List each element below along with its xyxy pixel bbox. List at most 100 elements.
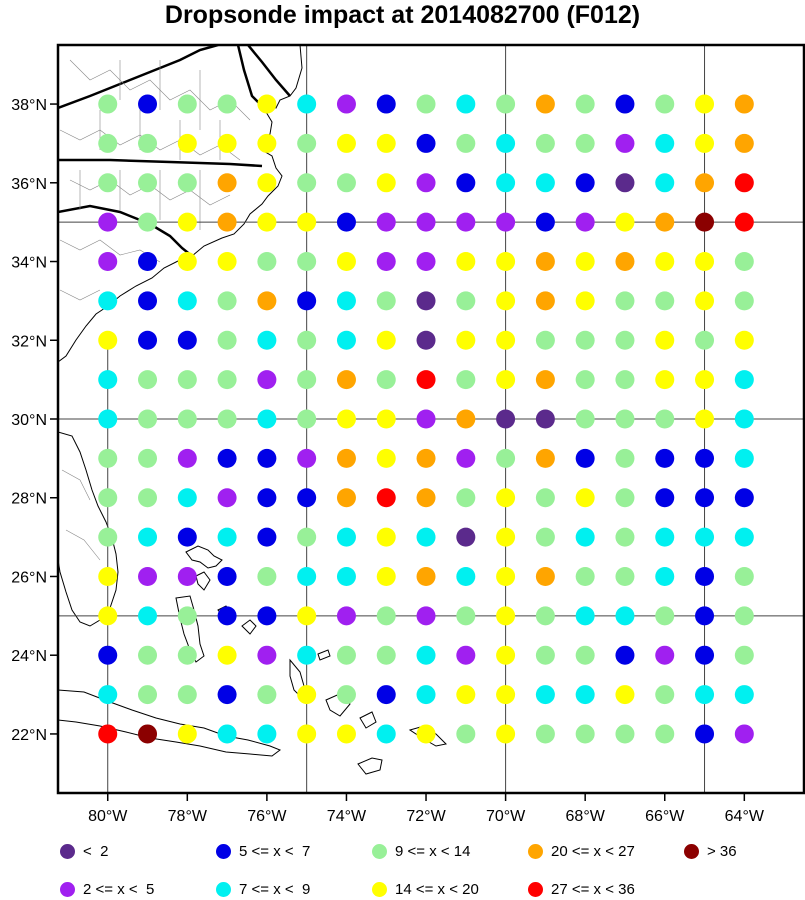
impact-dot (734, 291, 754, 311)
impact-dot (416, 370, 436, 390)
legend-item-27-36: 27 <= x < 36 (528, 878, 635, 900)
impact-dot (535, 173, 555, 193)
impact-dot (336, 94, 356, 114)
lat-tick-label: 26°N (11, 569, 47, 586)
impact-dot (376, 448, 396, 468)
impact-dot (177, 724, 197, 744)
impact-dot (177, 370, 197, 390)
impact-dot (217, 724, 237, 744)
impact-dot (177, 173, 197, 193)
impact-dot (336, 409, 356, 429)
impact-dot (695, 252, 715, 272)
impact-dot (615, 685, 635, 705)
impact-dot (615, 252, 635, 272)
legend-swatch (528, 881, 543, 897)
impact-dot (575, 724, 595, 744)
impact-dot (575, 409, 595, 429)
impact-dot (456, 527, 476, 547)
impact-dot (416, 606, 436, 626)
impact-dot (496, 370, 516, 390)
lon-tick-label: 80°W (88, 808, 128, 825)
impact-dot (376, 133, 396, 153)
impact-dot (217, 606, 237, 626)
impact-dot (535, 252, 555, 272)
impact-dot (416, 409, 436, 429)
impact-dot (496, 645, 516, 665)
impact-dot (655, 94, 675, 114)
impact-dot (376, 212, 396, 232)
impact-dot (416, 527, 436, 547)
impact-dot (138, 488, 158, 508)
impact-dot (376, 527, 396, 547)
impact-dot (217, 94, 237, 114)
impact-dot (257, 409, 277, 429)
impact-dot (217, 291, 237, 311)
impact-dot (695, 645, 715, 665)
impact-dot (575, 330, 595, 350)
impact-dot (257, 291, 277, 311)
impact-dot (336, 527, 356, 547)
impact-dot (416, 448, 436, 468)
impact-dot (416, 724, 436, 744)
impact-dot (695, 409, 715, 429)
legend-item-lt-2: < 2 (60, 840, 108, 862)
impact-dot (138, 409, 158, 429)
impact-dot (456, 212, 476, 232)
impact-dot (177, 527, 197, 547)
legend-swatch (528, 843, 543, 859)
impact-dot (535, 291, 555, 311)
impact-dot (297, 291, 317, 311)
impact-dot (416, 173, 436, 193)
impact-dot (297, 566, 317, 586)
impact-dot (615, 448, 635, 468)
impact-dot (734, 133, 754, 153)
legend-label: 7 <= x < 9 (239, 880, 311, 898)
impact-dot (655, 252, 675, 272)
impact-dot (575, 252, 595, 272)
impact-dot (456, 409, 476, 429)
impact-dot (575, 645, 595, 665)
impact-dot (655, 566, 675, 586)
impact-dot (734, 173, 754, 193)
impact-dot (734, 488, 754, 508)
impact-dot (575, 606, 595, 626)
impact-dot (297, 448, 317, 468)
impact-dot (257, 606, 277, 626)
impact-dot (615, 724, 635, 744)
impact-dot (655, 685, 675, 705)
legend-label: 9 <= x < 14 (395, 842, 471, 860)
impact-dot (177, 409, 197, 429)
impact-dot (456, 606, 476, 626)
impact-dot (98, 370, 118, 390)
impact-dot (217, 252, 237, 272)
impact-dot (257, 527, 277, 547)
impact-dot (535, 527, 555, 547)
impact-dot (496, 252, 516, 272)
impact-dot (376, 488, 396, 508)
map-title: Dropsonde impact at 2014082700 (F012) (164, 1, 641, 29)
impact-dot (535, 133, 555, 153)
impact-dot (575, 685, 595, 705)
legend-swatch (216, 881, 231, 897)
impact-dot (336, 291, 356, 311)
impact-dot (456, 330, 476, 350)
impact-dot (138, 527, 158, 547)
impact-dot (456, 488, 476, 508)
impact-dot (138, 448, 158, 468)
impact-dot (535, 566, 555, 586)
impact-dot (376, 330, 396, 350)
legend-swatch (216, 843, 231, 859)
impact-dot (734, 606, 754, 626)
impact-dot (615, 606, 635, 626)
legend: < 2 2 <= x < 5 5 <= x < 7 7 <= x < 9 9 <… (0, 830, 805, 900)
impact-dot (496, 527, 516, 547)
impact-dot (695, 133, 715, 153)
impact-dot (217, 645, 237, 665)
impact-dot (496, 606, 516, 626)
impact-dot (655, 606, 675, 626)
impact-dot (496, 212, 516, 232)
impact-dot (496, 94, 516, 114)
impact-dot (98, 212, 118, 232)
impact-dot (456, 252, 476, 272)
lat-tick-label: 32°N (11, 333, 47, 350)
